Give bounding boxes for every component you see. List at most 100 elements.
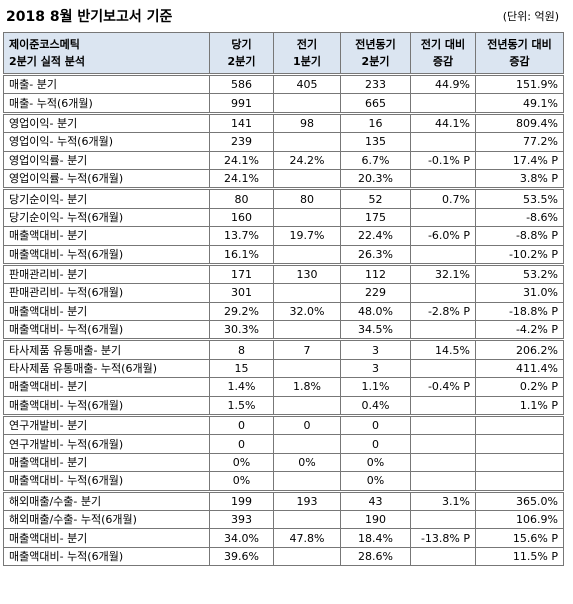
cell: 6.7% (340, 150, 411, 170)
cell: 52 (340, 187, 411, 209)
cell: -10.2% P (475, 244, 564, 265)
cell: 0.7% (410, 187, 476, 209)
row: 당기순이익- 분기 80 80 52 0.7% 53.5% (3, 187, 564, 209)
cell: 586 (209, 72, 274, 95)
cell: 14.5% (410, 338, 476, 360)
row-label: 타사제품 유통매출- 누적(6개월) (3, 358, 210, 379)
cell: 29.2% (209, 301, 274, 322)
row-label: 매출액대비- 누적(6개월) (3, 471, 210, 492)
cell: 0% (340, 452, 411, 473)
cell: 15 (209, 358, 274, 379)
row-label: 매출액대비- 분기 (3, 377, 210, 397)
row-label: 영업이익률- 누적(6개월) (3, 168, 210, 190)
cell: 44.1% (410, 111, 476, 134)
cell (410, 434, 476, 454)
cell: 53.5% (475, 187, 564, 209)
cell: 39.6% (209, 546, 274, 567)
cell: -8.8% P (475, 226, 564, 246)
row: 연구개발비- 누적(6개월) 0 0 (3, 434, 564, 454)
cell: 31.0% (475, 283, 564, 303)
row: 영업이익률- 분기 24.1% 24.2% 6.7% -0.1% P 17.4% P (3, 150, 564, 170)
row: 해외매출/수출- 분기 199 193 43 3.1% 365.0% (3, 489, 564, 511)
header-line: 2분기 실적 분석 (9, 55, 86, 68)
cell (410, 207, 476, 228)
cell: 20.3% (340, 168, 411, 190)
row: 타사제품 유통매출- 분기 8 7 3 14.5% 206.2% (3, 338, 564, 360)
row: 매출액대비- 분기 0% 0% 0% (3, 452, 564, 473)
cell: 77.2% (475, 132, 564, 152)
header-line: 1분기 (293, 55, 321, 68)
cell: 135 (340, 132, 411, 152)
row: 매출액대비- 누적(6개월) 16.1% 26.3% -10.2% P (3, 244, 564, 265)
header-line: 증감 (509, 55, 530, 68)
row: 매출액대비- 누적(6개월) 30.3% 34.5% -4.2% P (3, 320, 564, 341)
cell: 3 (340, 338, 411, 360)
cell (273, 509, 341, 530)
row-label: 타사제품 유통매출- 분기 (3, 338, 210, 360)
cell (410, 132, 476, 152)
row-label: 당기순이익- 누적(6개월) (3, 207, 210, 228)
cell: 411.4% (475, 358, 564, 379)
cell: 30.3% (209, 320, 274, 341)
cell: 80 (273, 187, 341, 209)
cell: 13.7% (209, 226, 274, 246)
cell (273, 358, 341, 379)
row-label: 영업이익- 누적(6개월) (3, 132, 210, 152)
cell: 0 (340, 434, 411, 454)
row-label: 매출액대비- 분기 (3, 226, 210, 246)
cell (410, 414, 476, 436)
cell (475, 471, 564, 492)
row: 매출액대비- 분기 29.2% 32.0% 48.0% -2.8% P -18.8% P (3, 301, 564, 322)
cell (475, 452, 564, 473)
cell: 239 (209, 132, 274, 152)
cell: 160 (209, 207, 274, 228)
cell: 991 (209, 93, 274, 114)
cell: 199 (209, 489, 274, 511)
cell: 98 (273, 111, 341, 134)
header-line: 당기 (231, 38, 252, 51)
cell (273, 93, 341, 114)
cell: 26.3% (340, 244, 411, 265)
cell: 112 (340, 262, 411, 285)
row: 영업이익률- 누적(6개월) 24.1% 20.3% 3.8% P (3, 168, 564, 190)
cell: -13.8% P (410, 528, 476, 548)
row: 매출- 누적(6개월) 991 665 49.1% (3, 93, 564, 114)
cell: 301 (209, 283, 274, 303)
row: 매출액대비- 분기 1.4% 1.8% 1.1% -0.4% P 0.2% P (3, 377, 564, 397)
cell: 22.4% (340, 226, 411, 246)
row-label: 해외매출/수출- 누적(6개월) (3, 509, 210, 530)
cell: 24.1% (209, 168, 274, 190)
row: 해외매출/수출- 누적(6개월) 393 190 106.9% (3, 509, 564, 530)
cell: 151.9% (475, 72, 564, 95)
cell: 3.8% P (475, 168, 564, 190)
cell: 17.4% P (475, 150, 564, 170)
cell: 7 (273, 338, 341, 360)
cell (410, 471, 476, 492)
cell (273, 132, 341, 152)
row-label: 매출- 누적(6개월) (3, 93, 210, 114)
cell: 405 (273, 72, 341, 95)
cell: 11.5% P (475, 546, 564, 567)
row: 판매관리비- 누적(6개월) 301 229 31.0% (3, 283, 564, 303)
row-label: 매출액대비- 분기 (3, 528, 210, 548)
cell: 193 (273, 489, 341, 511)
cell: 233 (340, 72, 411, 95)
header-line: 전기 대비 (420, 38, 466, 51)
cell (273, 434, 341, 454)
cell (410, 452, 476, 473)
cell: 24.1% (209, 150, 274, 170)
cell: 0 (273, 414, 341, 436)
header-line: 전년동기 대비 (487, 38, 552, 51)
cell: 171 (209, 262, 274, 285)
row: 매출액대비- 분기 34.0% 47.8% 18.4% -13.8% P 15.6% P (3, 528, 564, 548)
row-label: 영업이익- 분기 (3, 111, 210, 134)
cell: -18.8% P (475, 301, 564, 322)
row-label: 매출액대비- 누적(6개월) (3, 320, 210, 341)
row-label: 판매관리비- 분기 (3, 262, 210, 285)
header-line: 제이준코스메틱 (9, 38, 80, 51)
cell (410, 395, 476, 417)
cell (273, 471, 341, 492)
cell (410, 93, 476, 114)
